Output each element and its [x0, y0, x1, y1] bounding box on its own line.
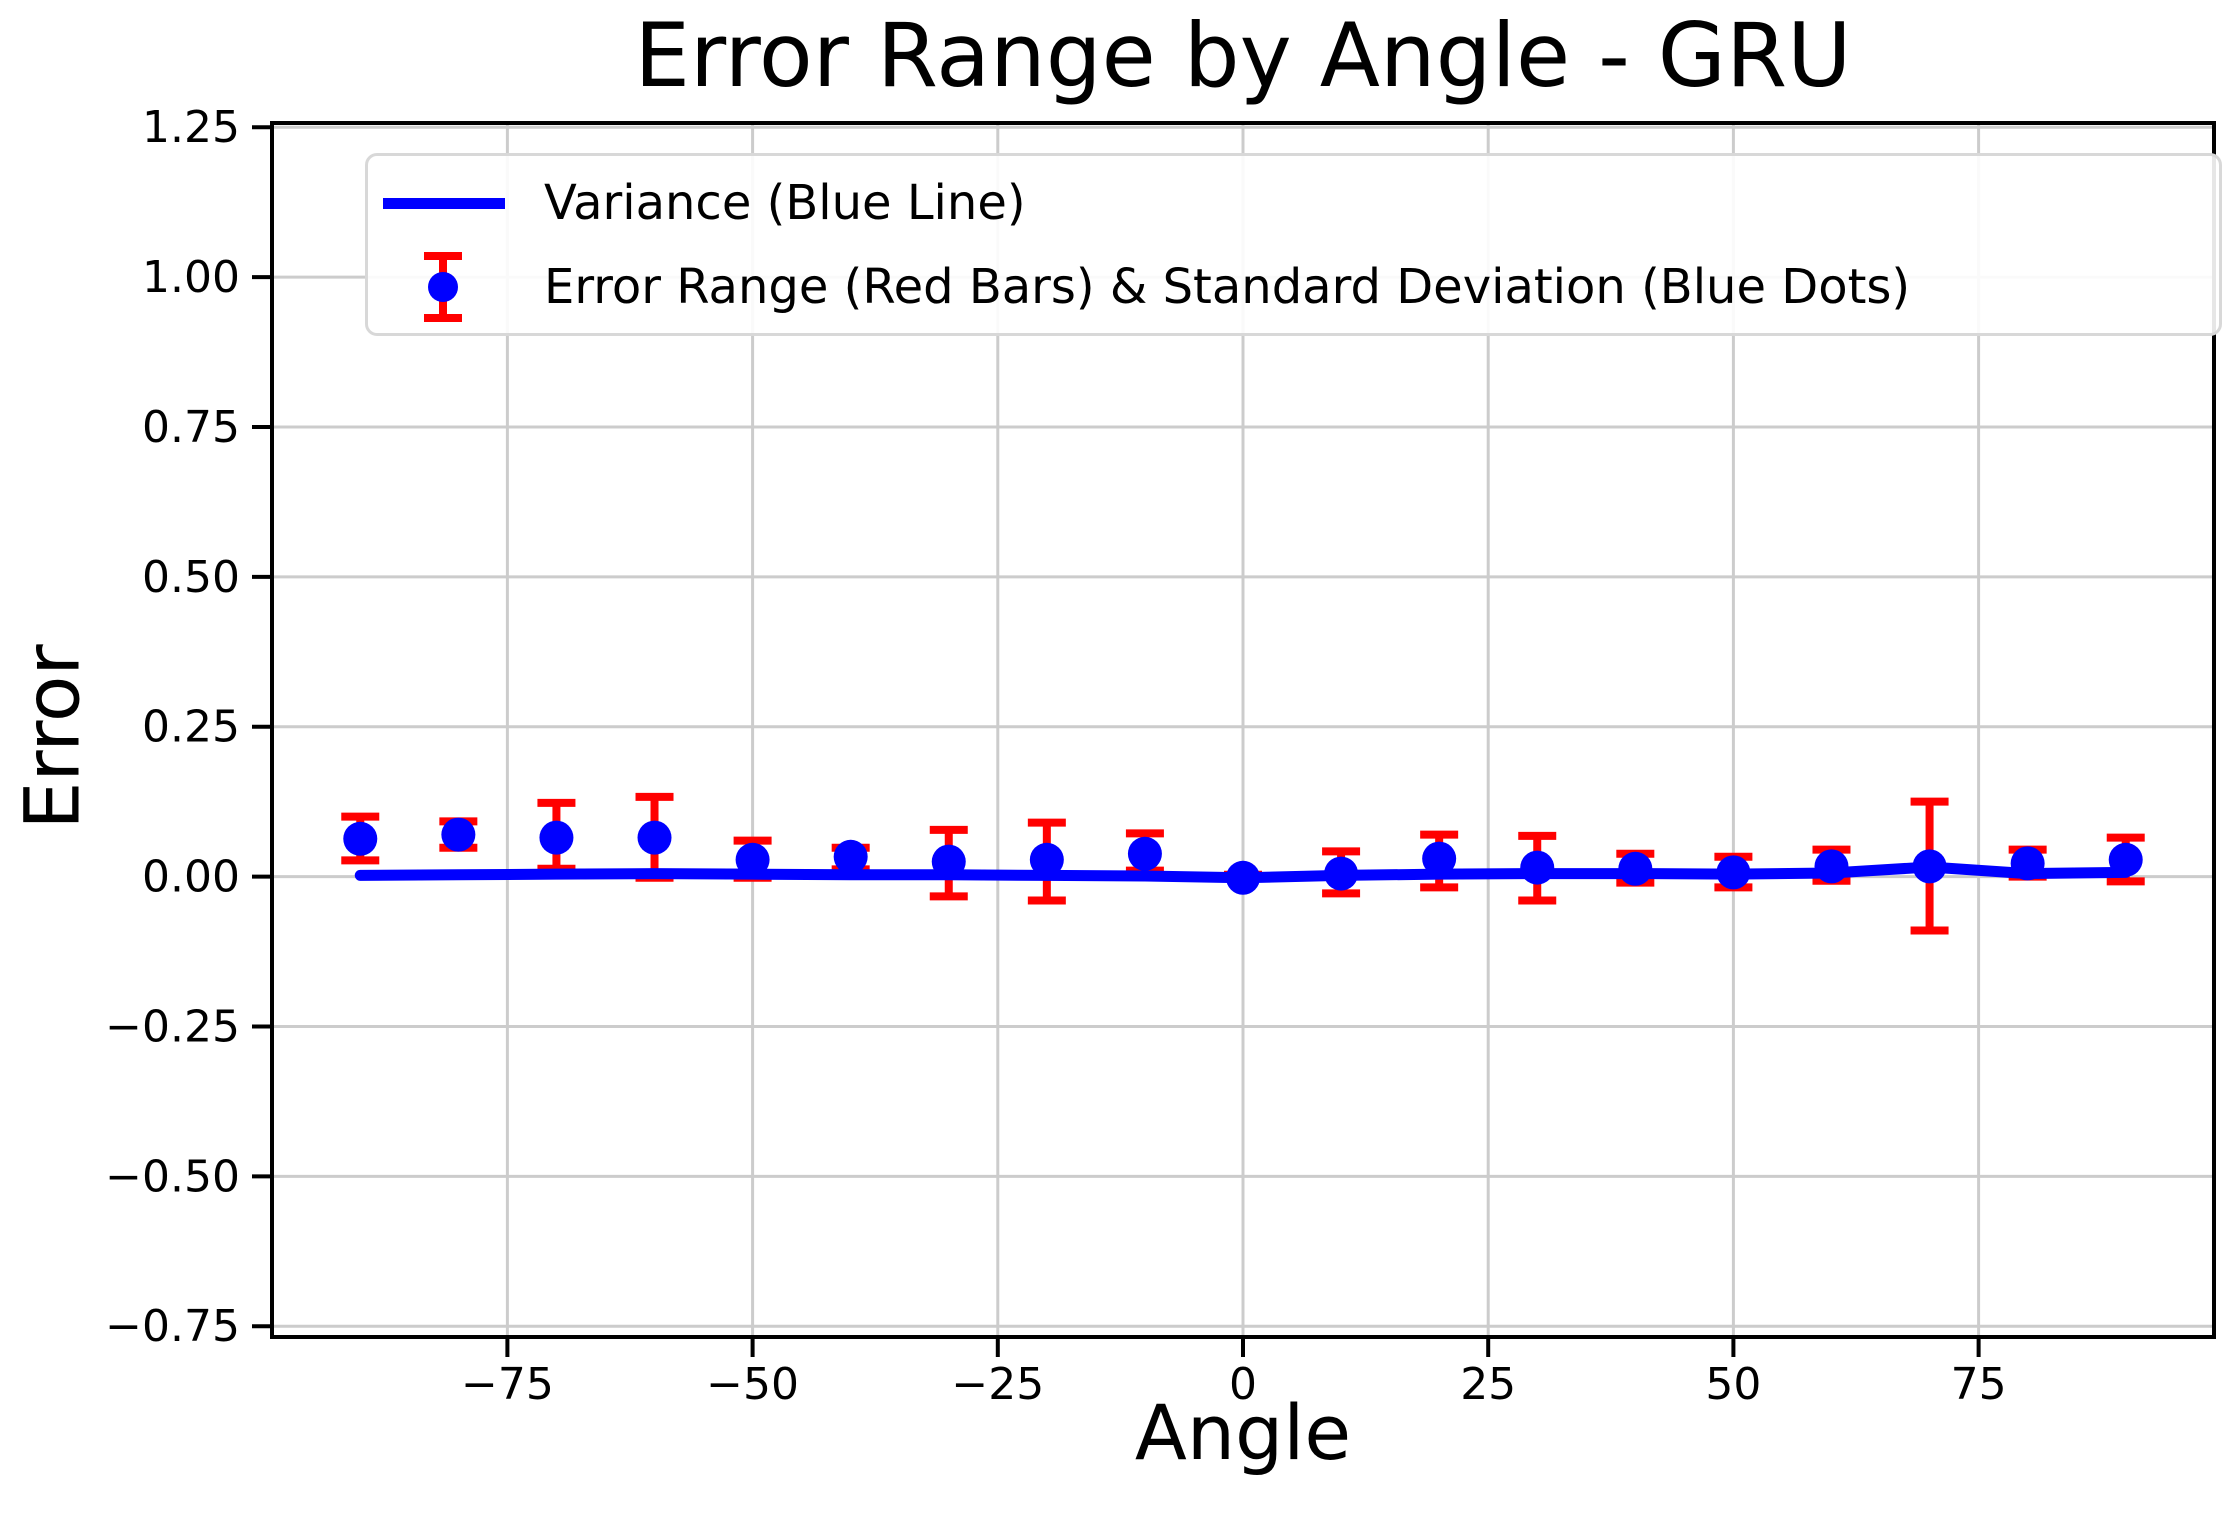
- data-point: [637, 820, 672, 855]
- x-tick-label: 50: [1705, 1359, 1761, 1410]
- data-point: [1422, 841, 1457, 876]
- data-point: [1520, 850, 1555, 885]
- x-tick-label: −25: [951, 1359, 1044, 1410]
- legend-item-variance: Variance (Blue Line): [368, 164, 1026, 242]
- data-point: [931, 844, 966, 879]
- legend-item-errorbar: Error Range (Red Bars) & Standard Deviat…: [368, 248, 1910, 326]
- data-point: [1226, 860, 1260, 895]
- y-tick-label: 1.25: [142, 102, 240, 153]
- y-tick-label: −0.50: [105, 1151, 240, 1202]
- data-point: [343, 821, 378, 856]
- data-point: [1814, 849, 1849, 884]
- data-point: [1324, 856, 1359, 891]
- y-tick-label: −0.25: [105, 1001, 240, 1052]
- legend-line-swatch: [383, 198, 505, 209]
- y-tick-label: 0.75: [142, 402, 240, 453]
- data-point: [1912, 849, 1947, 884]
- x-tick-label: −50: [706, 1359, 799, 1410]
- legend-errorbar-swatch: [424, 252, 462, 322]
- data-point: [1029, 842, 1064, 877]
- x-ticks: −75 −50 −25 0 25 50 75: [461, 1337, 2007, 1410]
- y-tick-label: 0.25: [142, 702, 240, 753]
- data-point: [2108, 842, 2143, 877]
- x-tick-label: 0: [1229, 1359, 1257, 1410]
- data-point: [735, 842, 770, 877]
- std-dots: [343, 817, 2143, 895]
- data-point: [833, 839, 868, 874]
- x-tick-label: 25: [1460, 1359, 1516, 1410]
- data-point: [1618, 851, 1653, 886]
- x-tick-label: 75: [1951, 1359, 2007, 1410]
- data-point: [539, 820, 574, 855]
- y-tick-label: −0.75: [105, 1301, 240, 1352]
- data-point: [441, 817, 476, 852]
- chart-title: Error Range by Angle - GRU: [634, 4, 1852, 107]
- y-tick-label: 0.50: [142, 552, 240, 603]
- x-axis-label: Angle: [1134, 1388, 1352, 1477]
- legend-label-errorbar: Error Range (Red Bars) & Standard Deviat…: [544, 259, 1911, 315]
- data-point: [1716, 855, 1751, 890]
- data-point: [2010, 846, 2045, 881]
- legend-label-variance: Variance (Blue Line): [544, 175, 1026, 231]
- y-tick-label: 1.00: [142, 252, 240, 303]
- x-tick-label: −75: [461, 1359, 554, 1410]
- data-point: [1127, 836, 1162, 871]
- y-ticks: 1.25 1.00 0.75 0.50 0.25 0.00 −0.25 −0.50 −0.75: [105, 102, 272, 1352]
- y-tick-label: 0.00: [142, 852, 240, 903]
- legend: Variance (Blue Line) Error Range (Red Ba…: [365, 153, 2222, 336]
